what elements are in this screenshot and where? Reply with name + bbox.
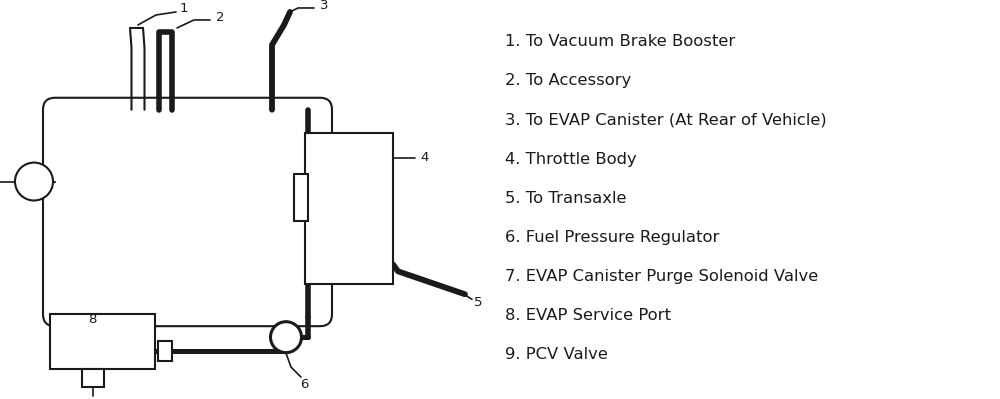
Text: 4: 4	[421, 151, 429, 164]
Text: 6. Fuel Pressure Regulator: 6. Fuel Pressure Regulator	[505, 230, 719, 245]
Circle shape	[270, 322, 302, 353]
Text: 4. Throttle Body: 4. Throttle Body	[505, 152, 637, 167]
Text: 2: 2	[216, 12, 224, 24]
Text: 2. To Accessory: 2. To Accessory	[505, 73, 631, 89]
Text: 3. To EVAP Canister (At Rear of Vehicle): 3. To EVAP Canister (At Rear of Vehicle)	[505, 113, 827, 128]
Text: 8: 8	[88, 313, 96, 326]
Text: 5. To Transaxle: 5. To Transaxle	[505, 191, 626, 206]
Bar	[294, 174, 308, 221]
Text: 9. PCV Valve: 9. PCV Valve	[505, 347, 608, 362]
Bar	[158, 341, 172, 361]
Text: 5: 5	[474, 296, 482, 309]
Text: 7. EVAP Canister Purge Solenoid Valve: 7. EVAP Canister Purge Solenoid Valve	[505, 269, 818, 284]
Text: 3: 3	[320, 0, 328, 12]
Text: 1: 1	[180, 2, 188, 16]
Bar	[50, 314, 155, 369]
Text: 8. EVAP Service Port: 8. EVAP Service Port	[505, 308, 671, 323]
FancyBboxPatch shape	[43, 98, 332, 326]
Text: 1. To Vacuum Brake Booster: 1. To Vacuum Brake Booster	[505, 34, 735, 49]
Circle shape	[15, 163, 53, 201]
Text: 6: 6	[300, 377, 308, 391]
Bar	[82, 369, 104, 387]
Bar	[305, 133, 393, 284]
